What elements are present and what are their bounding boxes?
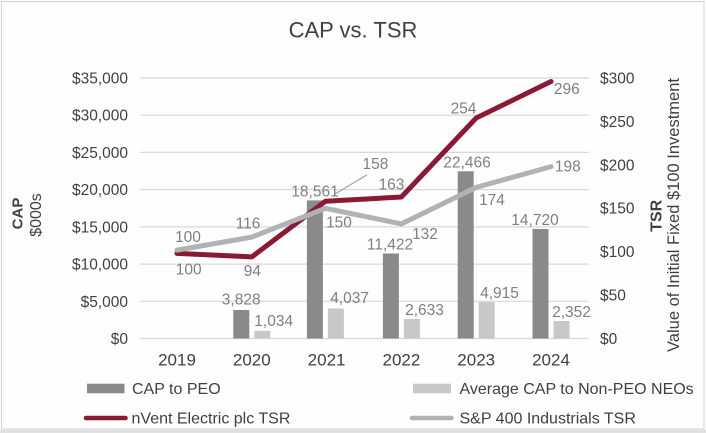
svg-text:158: 158 xyxy=(362,156,388,173)
svg-text:CAP: CAP xyxy=(9,198,26,230)
svg-text:198: 198 xyxy=(555,159,581,176)
svg-text:14,720: 14,720 xyxy=(511,212,559,229)
svg-text:$0: $0 xyxy=(111,331,129,348)
svg-text:150: 150 xyxy=(326,215,352,232)
svg-text:2021: 2021 xyxy=(308,351,346,370)
svg-text:Value of Initial Fixed $100 In: Value of Initial Fixed $100 Investment xyxy=(665,78,683,352)
svg-text:S&P 400 Industrials TSR: S&P 400 Industrials TSR xyxy=(460,410,636,427)
svg-text:$10,000: $10,000 xyxy=(72,257,128,274)
svg-text:94: 94 xyxy=(244,263,262,280)
svg-text:100: 100 xyxy=(175,229,201,246)
svg-text:$15,000: $15,000 xyxy=(72,219,128,236)
svg-text:CAP vs. TSR: CAP vs. TSR xyxy=(289,18,418,43)
svg-text:TSR: TSR xyxy=(649,199,666,231)
svg-text:$20,000: $20,000 xyxy=(72,182,128,199)
svg-text:1,034: 1,034 xyxy=(254,313,293,330)
svg-text:$30,000: $30,000 xyxy=(72,108,128,125)
svg-text:2024: 2024 xyxy=(532,351,570,370)
svg-text:254: 254 xyxy=(451,101,477,118)
svg-text:$0: $0 xyxy=(600,331,618,348)
svg-text:nVent Electric plc TSR: nVent Electric plc TSR xyxy=(132,410,291,427)
svg-text:116: 116 xyxy=(236,215,261,232)
svg-text:$35,000: $35,000 xyxy=(72,71,128,88)
svg-text:2019: 2019 xyxy=(158,351,196,370)
svg-text:$200: $200 xyxy=(600,157,635,174)
svg-text:$250: $250 xyxy=(600,114,635,131)
svg-text:2,633: 2,633 xyxy=(405,302,444,319)
svg-text:$000s: $000s xyxy=(28,193,45,237)
svg-text:4,037: 4,037 xyxy=(330,290,369,307)
svg-text:$150: $150 xyxy=(600,201,635,218)
svg-text:18,561: 18,561 xyxy=(291,184,338,201)
svg-text:$100: $100 xyxy=(600,244,635,261)
svg-text:11,422: 11,422 xyxy=(367,237,413,254)
svg-text:$300: $300 xyxy=(600,71,635,88)
svg-text:22,466: 22,466 xyxy=(443,154,490,171)
svg-text:163: 163 xyxy=(379,176,405,193)
svg-text:174: 174 xyxy=(479,192,505,209)
svg-text:2020: 2020 xyxy=(233,351,271,370)
svg-text:CAP to PEO: CAP to PEO xyxy=(132,381,221,398)
svg-text:2023: 2023 xyxy=(457,351,495,370)
svg-text:Average CAP to Non-PEO NEOs: Average CAP to Non-PEO NEOs xyxy=(460,381,694,398)
svg-text:$50: $50 xyxy=(600,288,626,305)
svg-text:4,915: 4,915 xyxy=(480,285,519,302)
svg-text:2,352: 2,352 xyxy=(552,304,591,321)
svg-text:$25,000: $25,000 xyxy=(72,145,128,162)
svg-text:100: 100 xyxy=(176,261,202,278)
svg-text:132: 132 xyxy=(412,226,438,243)
svg-text:3,828: 3,828 xyxy=(222,291,261,308)
svg-text:296: 296 xyxy=(554,81,580,98)
svg-text:2022: 2022 xyxy=(382,351,420,370)
svg-text:$5,000: $5,000 xyxy=(81,294,129,311)
